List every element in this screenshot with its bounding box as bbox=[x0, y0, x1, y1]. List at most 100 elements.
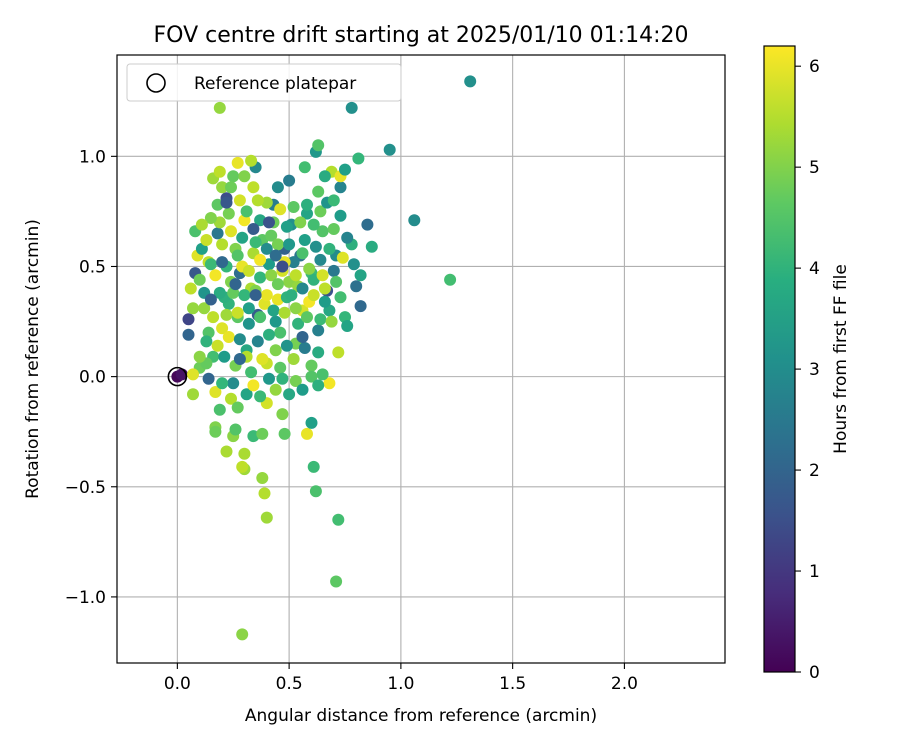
data-point bbox=[247, 379, 260, 392]
data-point bbox=[274, 203, 287, 216]
data-point bbox=[309, 240, 322, 253]
data-point bbox=[383, 143, 396, 156]
y-axis-ticks: −1.0 −0.5 0.0 0.5 1.0 bbox=[65, 147, 117, 608]
data-point bbox=[365, 240, 378, 253]
data-point bbox=[209, 269, 222, 282]
data-point bbox=[265, 269, 278, 282]
data-point bbox=[242, 302, 255, 315]
data-point bbox=[249, 289, 262, 302]
y-tick-label: 0.5 bbox=[79, 257, 106, 277]
data-point bbox=[256, 353, 269, 365]
data-point bbox=[292, 317, 305, 330]
data-point bbox=[238, 289, 251, 302]
data-point bbox=[236, 460, 249, 473]
data-point bbox=[318, 170, 331, 183]
colorbar-tick-label: 1 bbox=[809, 562, 820, 582]
data-point bbox=[271, 293, 284, 306]
data-point bbox=[200, 234, 213, 246]
data-point bbox=[287, 256, 300, 269]
data-point bbox=[307, 218, 320, 231]
data-point bbox=[216, 181, 229, 194]
data-point bbox=[225, 181, 237, 194]
data-point bbox=[218, 350, 231, 363]
data-point bbox=[464, 75, 477, 88]
data-point bbox=[285, 289, 298, 302]
data-point bbox=[316, 225, 329, 238]
data-point bbox=[200, 335, 213, 348]
data-point bbox=[280, 220, 293, 233]
data-point bbox=[271, 278, 284, 291]
data-point bbox=[334, 209, 347, 222]
data-point bbox=[220, 445, 233, 458]
data-point bbox=[345, 101, 358, 114]
legend-label: Reference platepar bbox=[194, 74, 356, 94]
data-point bbox=[298, 234, 311, 246]
data-point bbox=[258, 487, 271, 500]
data-point bbox=[332, 346, 345, 359]
data-point bbox=[254, 271, 267, 284]
data-point bbox=[271, 238, 284, 251]
data-point bbox=[312, 324, 325, 337]
colorbar-ticks: 0 1 2 3 4 5 6 bbox=[795, 57, 820, 683]
data-point bbox=[269, 249, 282, 262]
data-point bbox=[204, 258, 217, 271]
data-point bbox=[312, 379, 325, 392]
data-point bbox=[301, 198, 313, 211]
data-point bbox=[296, 282, 309, 295]
data-point bbox=[231, 156, 244, 169]
data-point bbox=[354, 300, 367, 313]
data-point bbox=[220, 308, 233, 321]
data-point bbox=[209, 386, 222, 398]
grid bbox=[117, 55, 725, 663]
data-point bbox=[296, 383, 309, 396]
data-point bbox=[263, 372, 275, 385]
data-point bbox=[334, 291, 347, 304]
data-point bbox=[287, 201, 300, 213]
data-point bbox=[233, 333, 246, 346]
data-point bbox=[274, 361, 287, 374]
data-point bbox=[301, 427, 313, 440]
data-point bbox=[233, 194, 246, 207]
x-tick-label: 1.5 bbox=[499, 674, 526, 694]
data-point bbox=[312, 185, 325, 198]
data-point bbox=[307, 460, 320, 473]
data-point bbox=[301, 311, 313, 324]
data-point bbox=[187, 388, 199, 401]
data-point bbox=[276, 260, 289, 273]
data-point bbox=[307, 289, 320, 302]
data-points bbox=[171, 75, 477, 641]
data-point bbox=[307, 273, 320, 286]
colorbar: 0 1 2 3 4 5 6 Hours from first FF file bbox=[763, 45, 851, 683]
data-point bbox=[296, 331, 309, 343]
data-point bbox=[303, 262, 316, 275]
data-point bbox=[238, 170, 251, 183]
data-point bbox=[327, 223, 340, 235]
data-point bbox=[227, 170, 240, 183]
data-point bbox=[327, 264, 340, 277]
data-point bbox=[332, 513, 345, 526]
data-point bbox=[204, 293, 217, 306]
data-point bbox=[247, 223, 260, 235]
data-point bbox=[213, 101, 226, 114]
chart-title: FOV centre drift starting at 2025/01/10 … bbox=[154, 23, 689, 48]
x-axis-ticks: 0.0 0.5 1.0 1.5 2.0 bbox=[164, 663, 638, 694]
data-point bbox=[330, 575, 343, 588]
data-point bbox=[227, 377, 240, 390]
data-point bbox=[289, 269, 302, 282]
data-point bbox=[251, 194, 264, 207]
data-point bbox=[276, 408, 289, 421]
data-point bbox=[323, 377, 336, 390]
data-point bbox=[213, 216, 226, 229]
data-point bbox=[233, 353, 246, 365]
data-point bbox=[276, 372, 289, 385]
data-point bbox=[269, 383, 282, 396]
data-point bbox=[265, 229, 278, 242]
data-point bbox=[229, 278, 242, 291]
data-point bbox=[198, 302, 211, 315]
data-point bbox=[213, 165, 226, 178]
data-point bbox=[222, 207, 235, 220]
data-point bbox=[289, 375, 302, 387]
data-point bbox=[260, 196, 273, 209]
data-point bbox=[314, 313, 327, 326]
